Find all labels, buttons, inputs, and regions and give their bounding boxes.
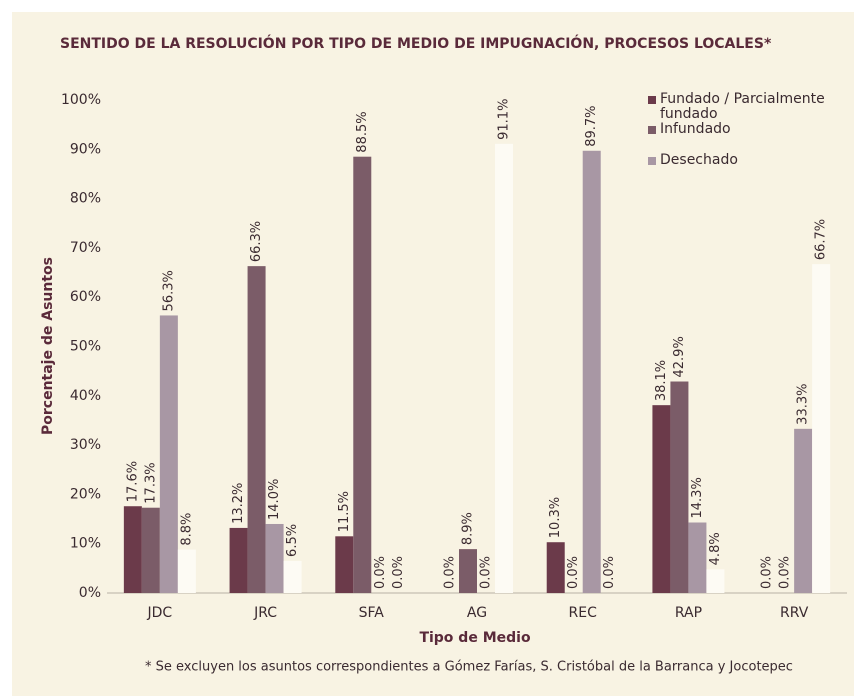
legend-label: Fundado / Parcialmente fundado <box>660 91 825 122</box>
footnote: * Se excluyen los asuntos correspondient… <box>145 660 793 675</box>
bar <box>229 527 248 593</box>
value-label: 14.3% <box>690 477 705 518</box>
chart-title: SENTIDO DE LA RESOLUCIÓN POR TIPO DE MED… <box>60 34 772 52</box>
y-tick-label: 50% <box>70 339 101 355</box>
bar <box>247 266 266 593</box>
y-tick-label: 60% <box>70 289 101 305</box>
value-label: 14.0% <box>267 479 282 520</box>
legend-swatch <box>648 157 656 165</box>
value-label: 10.3% <box>548 497 563 538</box>
value-label: 0.0% <box>373 556 388 589</box>
bar <box>546 542 565 593</box>
bar <box>794 428 813 593</box>
legend: Fundado / Parcialmente fundado Infundado D… <box>648 92 848 184</box>
y-tick-label: 70% <box>70 240 101 256</box>
x-tick-label: RRV <box>780 605 809 621</box>
x-tick-label: SFA <box>359 605 385 621</box>
value-label: 89.7% <box>584 105 599 146</box>
x-tick-label: AG <box>467 605 487 621</box>
x-axis-title: Tipo de Medio <box>419 630 531 646</box>
x-tick-label: JDC <box>147 605 173 621</box>
x-tick-label: JRC <box>253 605 277 621</box>
value-label: 8.9% <box>461 512 476 545</box>
value-label: 0.0% <box>602 556 617 589</box>
value-label: 0.0% <box>566 556 581 589</box>
y-tick-label: 100% <box>61 92 101 108</box>
value-label: 42.9% <box>672 336 687 377</box>
y-tick-label: 30% <box>70 437 101 453</box>
value-label: 8.8% <box>179 513 194 546</box>
x-tick-label: REC <box>569 605 598 621</box>
y-tick-label: 20% <box>70 486 101 502</box>
value-label: 66.7% <box>814 219 829 260</box>
bar <box>670 381 689 593</box>
value-label: 17.3% <box>143 462 158 503</box>
value-label: 91.1% <box>497 99 512 140</box>
y-tick-label: 10% <box>70 536 101 552</box>
legend-item: Infundado <box>648 122 848 137</box>
bar <box>688 522 707 593</box>
bar <box>706 569 725 593</box>
bar <box>335 536 354 593</box>
value-label: 0.0% <box>778 556 793 589</box>
value-label: 66.3% <box>249 221 264 262</box>
legend-swatch <box>648 126 656 134</box>
bar <box>652 405 671 593</box>
legend-label: Infundado <box>660 121 731 137</box>
bar <box>353 156 372 593</box>
legend-item: Desechado <box>648 153 848 168</box>
bar <box>265 523 284 593</box>
bar <box>582 150 601 594</box>
y-tick-label: 0% <box>79 585 101 601</box>
bar <box>459 549 477 593</box>
value-label: 6.5% <box>285 524 300 557</box>
value-label: 33.3% <box>796 384 811 425</box>
value-label: 11.5% <box>337 491 352 532</box>
y-tick-label: 40% <box>70 388 101 404</box>
bar <box>159 315 178 593</box>
legend-label: Desechado <box>660 152 738 168</box>
value-label: 0.0% <box>391 556 406 589</box>
value-label: 56.3% <box>161 270 176 311</box>
value-label: 4.8% <box>708 532 723 565</box>
y-axis-title: Porcentaje de Asuntos <box>40 257 56 435</box>
bar <box>177 549 196 593</box>
value-label: 0.0% <box>760 556 775 589</box>
value-label: 0.0% <box>479 556 494 589</box>
bar <box>495 143 513 593</box>
x-tick-label: RAP <box>675 605 702 621</box>
value-label: 13.2% <box>231 483 246 524</box>
legend-item: Fundado / Parcialmente fundado <box>648 92 848 122</box>
value-label: 17.6% <box>125 461 140 502</box>
legend-swatch <box>648 96 656 104</box>
bar <box>123 506 142 593</box>
bar <box>141 507 160 593</box>
bar <box>812 264 831 593</box>
value-label: 88.5% <box>355 111 370 152</box>
y-tick-label: 90% <box>70 141 101 157</box>
value-label: 0.0% <box>443 556 458 589</box>
value-label: 38.1% <box>654 360 669 401</box>
bar <box>283 560 302 593</box>
y-tick-label: 80% <box>70 191 101 207</box>
